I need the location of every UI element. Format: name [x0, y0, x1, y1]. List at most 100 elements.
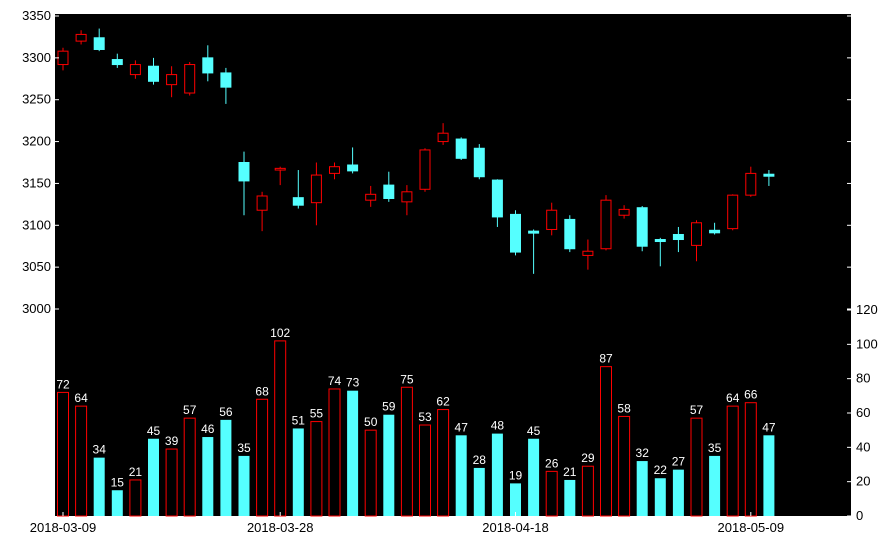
volume-bar	[545, 470, 558, 517]
volume-tick-label: 40	[856, 439, 870, 454]
candle-body	[166, 74, 178, 86]
volume-label: 35	[237, 441, 251, 455]
volume-bar	[672, 469, 684, 516]
volume-label: 64	[726, 391, 740, 405]
volume-bar	[726, 405, 739, 517]
volume-label: 55	[310, 407, 324, 421]
volume-bar	[292, 428, 304, 516]
volume-bar	[202, 437, 214, 516]
candle-body	[564, 218, 576, 250]
volume-label: 22	[654, 463, 668, 477]
volume-label: 62	[436, 395, 450, 409]
candle-body	[256, 195, 268, 211]
price-tick-label: 3250	[22, 92, 51, 107]
volume-label: 57	[183, 403, 197, 417]
date-tick-label: 2018-03-09	[30, 520, 97, 535]
volume-label: 47	[762, 420, 776, 434]
volume-label: 28	[473, 453, 487, 467]
volume-label: 45	[527, 424, 541, 438]
volume-bar	[310, 421, 323, 517]
candle-body	[111, 59, 123, 66]
price-tick-label: 3300	[22, 50, 51, 65]
volume-label: 34	[93, 443, 107, 457]
candle-body	[383, 184, 395, 199]
volume-bar	[654, 478, 666, 516]
volume-bar	[690, 417, 703, 517]
candle-body	[636, 207, 648, 247]
volume-bar	[581, 465, 594, 517]
volume-bar	[111, 490, 123, 516]
volume-bar	[383, 414, 395, 516]
price-tick-label: 3350	[22, 8, 51, 23]
volume-bar	[763, 435, 775, 516]
volume-panel: 72 64 34 15 21 45 39 57 46 56 35 68 102 51 55 74 73 50 59 7…	[56, 326, 776, 517]
candle-body	[437, 132, 449, 143]
volume-label: 53	[418, 410, 432, 424]
volume-label: 29	[581, 451, 595, 465]
volume-bar	[491, 433, 503, 516]
candle-body	[238, 162, 250, 182]
candle-body	[763, 173, 775, 177]
volume-label: 68	[255, 384, 269, 398]
volume-bar	[618, 415, 631, 517]
candle-body	[310, 174, 322, 204]
candle-body	[546, 209, 558, 230]
price-axis: 3000 3050 3100 3150 3200 3250 3300 3350	[22, 8, 851, 316]
volume-label: 58	[617, 401, 631, 415]
volume-bar	[256, 398, 269, 517]
volume-bar	[364, 429, 377, 517]
volume-bar	[57, 391, 69, 517]
candle-body	[148, 65, 159, 82]
volume-label: 73	[346, 376, 360, 390]
volume-tick-label: 100	[856, 336, 878, 351]
volume-bar	[93, 457, 105, 516]
candle-body	[691, 222, 702, 246]
candle-body	[473, 147, 485, 178]
volume-label: 64	[74, 391, 88, 405]
volume-tick-label: 80	[856, 371, 870, 386]
volume-label: 74	[328, 374, 342, 388]
volume-label: 39	[165, 434, 179, 448]
price-tick-label: 3100	[22, 217, 51, 232]
candle-body	[654, 239, 666, 243]
candle-body	[401, 191, 413, 203]
candle-body	[582, 250, 594, 256]
volume-label: 21	[563, 465, 577, 479]
volume-label: 87	[599, 352, 613, 366]
price-tick-label: 3050	[22, 259, 51, 274]
volume-bar	[75, 405, 88, 517]
volume-label: 45	[147, 424, 161, 438]
volume-bar	[600, 366, 612, 517]
volume-tick-label: 60	[856, 405, 870, 420]
volume-bar	[400, 386, 413, 517]
candle-body	[709, 229, 721, 234]
price-tick-label: 3150	[22, 175, 51, 190]
volume-label: 72	[56, 377, 70, 391]
volume-bar	[473, 467, 485, 516]
volume-bar	[347, 390, 359, 516]
candle-body	[274, 167, 286, 171]
candle-body	[727, 194, 739, 230]
price-tick-label: 3000	[22, 301, 51, 316]
volume-label: 21	[129, 465, 143, 479]
candle-body	[491, 179, 503, 218]
price-tick-label: 3200	[22, 134, 51, 149]
price-panel	[57, 28, 775, 274]
volume-bar	[709, 455, 721, 516]
volume-bar	[528, 438, 540, 516]
date-tick-label: 2018-05-09	[718, 520, 785, 535]
volume-label: 59	[382, 400, 396, 414]
candle-body	[347, 164, 359, 172]
volume-label: 57	[690, 403, 704, 417]
volume-bar	[636, 461, 648, 516]
candle-body	[510, 213, 521, 253]
volume-bar	[129, 479, 142, 517]
volume-label: 35	[708, 441, 722, 455]
volume-tick-label: 0	[856, 508, 863, 523]
candle-body	[329, 166, 340, 174]
volume-label: 15	[111, 475, 125, 489]
volume-bar	[183, 417, 196, 517]
volume-label: 48	[491, 419, 505, 433]
volume-bar	[455, 435, 467, 516]
